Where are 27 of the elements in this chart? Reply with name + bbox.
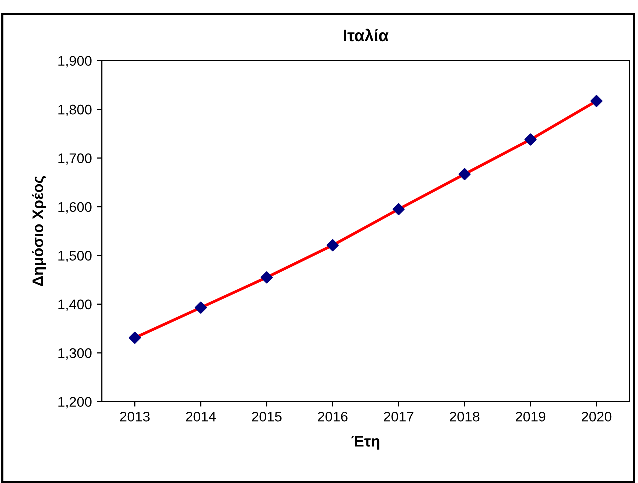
- point: [260, 272, 274, 284]
- x-tick-label: 2016: [318, 412, 348, 422]
- x-tick-label: 2017: [384, 412, 414, 422]
- point: [458, 168, 471, 180]
- x-axis-title: Έτη: [352, 436, 380, 450]
- y-axis-title: Δημόσιο Χρέος: [32, 176, 46, 286]
- y-tick-label: 1,700: [58, 154, 92, 166]
- y-tick-label: 1,600: [58, 202, 92, 214]
- y-tick-label: 1,500: [58, 251, 92, 263]
- point: [326, 239, 339, 252]
- chart-title: Ιταλία: [344, 28, 389, 42]
- point: [524, 134, 537, 146]
- y-tick-label: 1,200: [58, 397, 92, 409]
- y-tick-label: 1,300: [58, 348, 92, 360]
- x-tick-label: 2020: [582, 412, 612, 422]
- y-tick-label: 1,900: [58, 56, 92, 68]
- y-tick-label: 1,400: [58, 300, 92, 312]
- y-tick-label: 1,800: [58, 104, 92, 116]
- x-tick-label: 2018: [450, 412, 480, 422]
- point: [392, 203, 405, 216]
- point: [590, 95, 603, 108]
- x-tick-label: 2014: [186, 412, 216, 422]
- x-tick-label: 2019: [516, 412, 546, 422]
- x-tick-label: 2015: [252, 412, 282, 422]
- point: [128, 332, 142, 344]
- x-tick-label: 2013: [120, 412, 150, 422]
- point: [194, 302, 208, 314]
